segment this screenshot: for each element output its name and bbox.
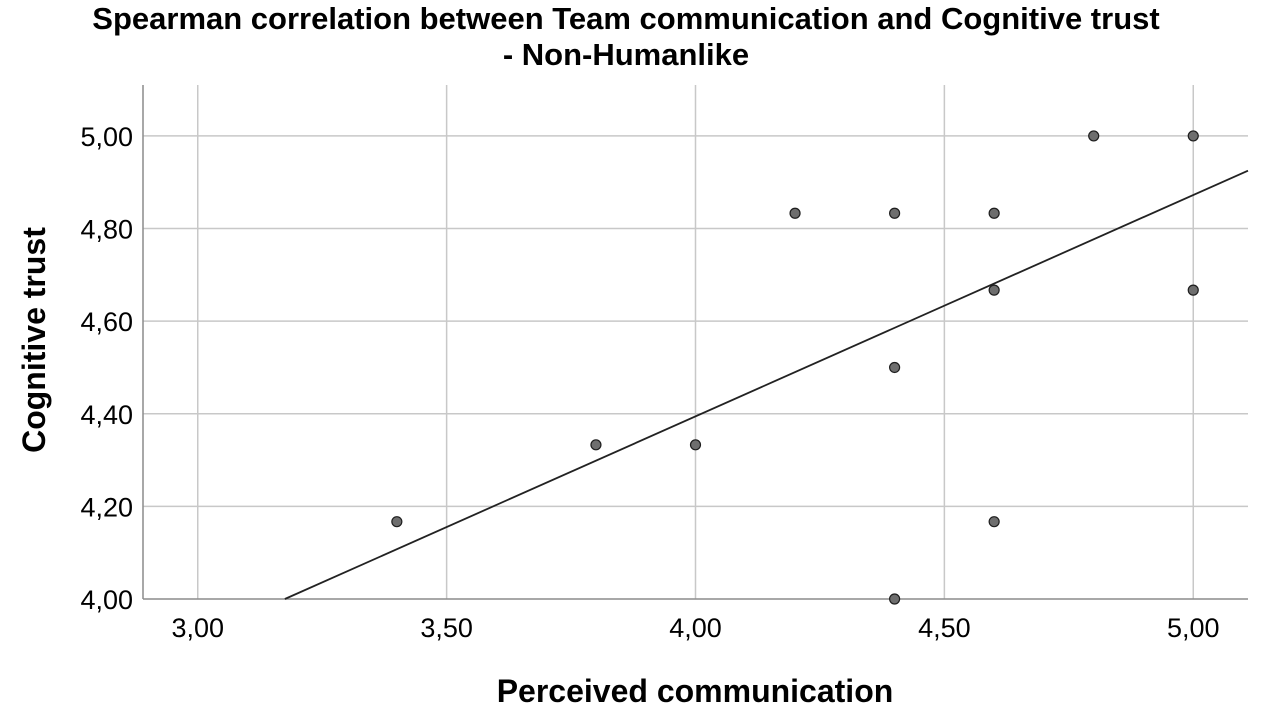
data-point	[888, 361, 901, 374]
data-point	[391, 516, 403, 528]
y-tick-label: 5,00	[80, 122, 133, 152]
data-points	[391, 130, 1199, 605]
y-tick-label: 4,20	[80, 492, 133, 522]
chart-title-line1: Spearman correlation between Team commun…	[92, 1, 1159, 36]
regression-line	[284, 169, 1249, 600]
data-point	[988, 284, 1000, 296]
data-point	[789, 207, 801, 219]
x-tick-label: 4,50	[918, 613, 971, 643]
y-tick-label: 4,00	[80, 585, 133, 615]
y-tick-label: 4,40	[80, 400, 133, 430]
grid-lines	[143, 85, 1248, 599]
x-tick-label: 3,00	[171, 613, 224, 643]
y-tick-label: 4,80	[80, 215, 133, 245]
data-point	[1187, 284, 1199, 296]
x-tick-label: 4,00	[669, 613, 722, 643]
data-point	[1088, 130, 1100, 142]
tick-labels: 3,00 3,50 4,00 4,50 5,00 4,00 4,20 4,40 4,60 4,80…	[80, 122, 1219, 643]
data-point	[689, 439, 702, 451]
data-point	[1187, 130, 1199, 142]
x-axis-title: Perceived communication	[497, 673, 894, 709]
y-tick-label: 4,60	[80, 307, 133, 337]
axes	[142, 85, 1248, 600]
y-axis-title: Cognitive trust	[16, 227, 52, 453]
x-tick-label: 5,00	[1167, 613, 1220, 643]
chart-title-line2: - Non-Humanlike	[503, 37, 749, 72]
data-point	[988, 516, 1000, 528]
x-tick-label: 3,50	[420, 613, 473, 643]
data-point	[988, 207, 1000, 219]
data-point	[590, 439, 602, 451]
data-point	[888, 593, 901, 605]
data-point	[888, 207, 901, 219]
regression-line-group	[284, 169, 1249, 600]
